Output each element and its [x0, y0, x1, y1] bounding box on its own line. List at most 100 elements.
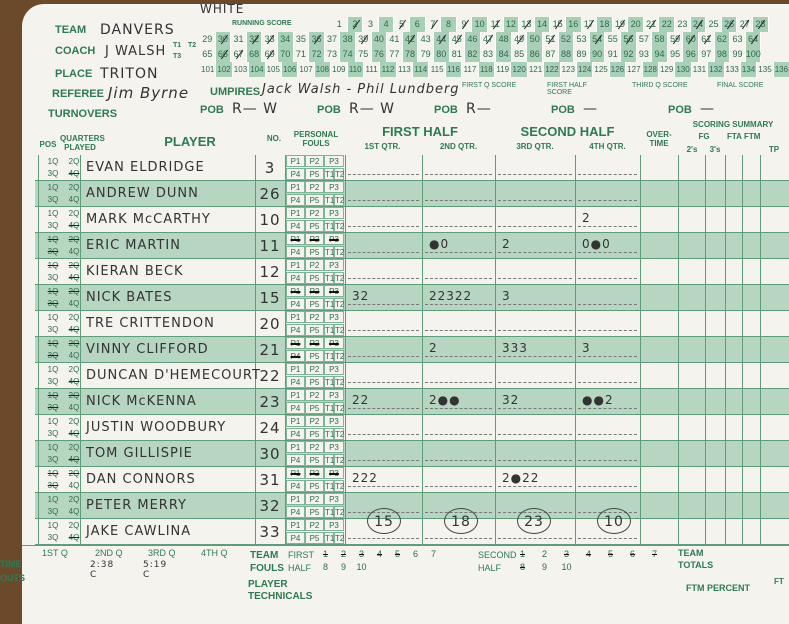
- personal-foul-P3[interactable]: P3: [324, 259, 344, 271]
- quarter-played-3Q[interactable]: 3Q: [47, 481, 59, 490]
- timeout-value[interactable]: 2:38 C: [90, 560, 115, 580]
- personal-foul-P5[interactable]: P5: [305, 402, 324, 414]
- running-score-cell[interactable]: 71: [294, 47, 310, 62]
- running-score-cell[interactable]: 12: [503, 17, 520, 32]
- running-score-cell[interactable]: 76: [371, 47, 388, 62]
- quarter-played-1Q[interactable]: 1Q: [47, 391, 59, 400]
- running-score-cell[interactable]: 111: [364, 62, 381, 77]
- quarter-played-4Q[interactable]: 4Q: [68, 169, 80, 178]
- running-score-cell[interactable]: 77: [387, 47, 403, 62]
- quarter-played-1Q[interactable]: 1Q: [47, 495, 59, 504]
- personal-foul-T1[interactable]: T1: [324, 246, 335, 258]
- running-score-cell[interactable]: 3: [363, 17, 379, 32]
- running-score-cell[interactable]: 7: [426, 17, 442, 32]
- personal-foul-T2[interactable]: T2: [334, 272, 345, 284]
- running-score-cell[interactable]: 38: [340, 32, 356, 47]
- personal-foul-P5[interactable]: P5: [305, 246, 324, 258]
- running-score-cell[interactable]: 17: [582, 17, 598, 32]
- quarter-played-1Q[interactable]: 1Q: [47, 261, 59, 270]
- running-score-cell[interactable]: 1: [332, 17, 348, 32]
- quarter-score[interactable]: [578, 155, 637, 175]
- personal-foul-P5[interactable]: P5: [305, 480, 324, 492]
- quarter-played-4Q[interactable]: 4Q: [68, 429, 80, 438]
- running-score-cell[interactable]: 97: [699, 47, 715, 62]
- running-score-cell[interactable]: 61: [699, 32, 715, 47]
- quarter-score[interactable]: [578, 415, 637, 435]
- quarter-played-3Q[interactable]: 3Q: [47, 455, 59, 464]
- running-score-cell[interactable]: 27: [737, 17, 754, 32]
- running-score-cell[interactable]: 117: [462, 62, 479, 77]
- running-score-cell[interactable]: 2: [347, 17, 364, 32]
- running-score-cell[interactable]: 116: [445, 62, 463, 77]
- personal-foul-P2[interactable]: P2: [305, 285, 324, 297]
- quarter-score[interactable]: [348, 207, 419, 227]
- quarter-played-4Q[interactable]: 4Q: [68, 481, 80, 490]
- personal-foul-P4[interactable]: P4: [286, 324, 305, 336]
- running-score-cell[interactable]: 21: [644, 17, 660, 32]
- personal-foul-P1[interactable]: P1: [286, 441, 305, 453]
- quarter-played-3Q[interactable]: 3Q: [47, 429, 59, 438]
- personal-foul-P1[interactable]: P1: [286, 285, 305, 297]
- running-score-cell[interactable]: 52: [558, 32, 575, 47]
- personal-foul-T2[interactable]: T2: [334, 220, 345, 232]
- running-score-cell[interactable]: 31: [231, 32, 247, 47]
- running-score-cell[interactable]: 10: [472, 17, 488, 32]
- running-score-cell[interactable]: 34: [277, 32, 294, 47]
- running-score-cell[interactable]: 15: [550, 17, 566, 32]
- quarter-score[interactable]: [498, 519, 572, 539]
- personal-foul-P4[interactable]: P4: [286, 298, 305, 310]
- quarter-score[interactable]: 2: [425, 337, 492, 357]
- team-foul-second-half[interactable]: 4: [585, 549, 591, 559]
- personal-foul-T1[interactable]: T1: [324, 532, 335, 544]
- personal-foul-T2[interactable]: T2: [334, 324, 345, 336]
- running-score-cell[interactable]: 121: [528, 62, 545, 77]
- running-score-cell[interactable]: 11: [488, 17, 504, 32]
- personal-foul-P1[interactable]: P1: [286, 155, 305, 167]
- running-score-cell[interactable]: 47: [481, 32, 497, 47]
- quarter-played-3Q[interactable]: 3Q: [47, 377, 59, 386]
- personal-foul-P3[interactable]: P3: [324, 181, 344, 193]
- personal-foul-T2[interactable]: T2: [334, 532, 345, 544]
- quarter-played-2Q[interactable]: 2Q: [68, 313, 80, 322]
- personal-foul-T1[interactable]: T1: [324, 194, 335, 206]
- quarter-played-2Q[interactable]: 2Q: [68, 365, 80, 374]
- running-score-cell[interactable]: 6: [409, 17, 426, 32]
- running-score-cell[interactable]: 83: [481, 47, 497, 62]
- quarter-score[interactable]: [425, 181, 492, 201]
- personal-foul-T2[interactable]: T2: [334, 506, 345, 518]
- running-score-cell[interactable]: 43: [418, 32, 434, 47]
- team-foul-second-half[interactable]: 6: [629, 549, 635, 559]
- quarter-played-1Q[interactable]: 1Q: [47, 443, 59, 452]
- running-score-cell[interactable]: 125: [593, 62, 610, 77]
- running-score-cell[interactable]: 8: [441, 17, 457, 32]
- running-score-cell[interactable]: 124: [576, 62, 594, 77]
- running-score-cell[interactable]: 87: [543, 47, 559, 62]
- running-score-cell[interactable]: 49: [512, 32, 528, 47]
- running-score-cell[interactable]: 44: [433, 32, 450, 47]
- personal-foul-P4[interactable]: P4: [286, 428, 305, 440]
- personal-foul-P3[interactable]: P3: [324, 519, 344, 531]
- running-score-cell[interactable]: 46: [465, 32, 481, 47]
- running-score-cell[interactable]: 101: [200, 62, 217, 77]
- running-score-cell[interactable]: 58: [652, 32, 668, 47]
- personal-foul-P3[interactable]: P3: [324, 207, 344, 219]
- quarter-played-4Q[interactable]: 4Q: [68, 299, 80, 308]
- running-score-cell[interactable]: 127: [626, 62, 643, 77]
- running-score-cell[interactable]: 88: [558, 47, 575, 62]
- quarter-score[interactable]: 333: [498, 337, 572, 357]
- running-score-cell[interactable]: 59: [668, 32, 684, 47]
- running-score-cell[interactable]: 67: [231, 47, 247, 62]
- running-score-cell[interactable]: 90: [589, 47, 606, 62]
- running-score-cell[interactable]: 56: [621, 32, 637, 47]
- quarter-score[interactable]: [348, 259, 419, 279]
- quarter-score[interactable]: 32: [348, 285, 419, 305]
- quarter-played-2Q[interactable]: 2Q: [68, 261, 80, 270]
- quarter-score[interactable]: 2●22: [498, 467, 572, 487]
- quarter-score[interactable]: [425, 467, 492, 487]
- personal-foul-P5[interactable]: P5: [305, 428, 324, 440]
- running-score-cell[interactable]: 99: [730, 47, 746, 62]
- quarter-played-2Q[interactable]: 2Q: [68, 183, 80, 192]
- personal-foul-P1[interactable]: P1: [286, 519, 305, 531]
- quarter-score[interactable]: ●0: [425, 233, 492, 253]
- running-score-cell[interactable]: 69: [262, 47, 278, 62]
